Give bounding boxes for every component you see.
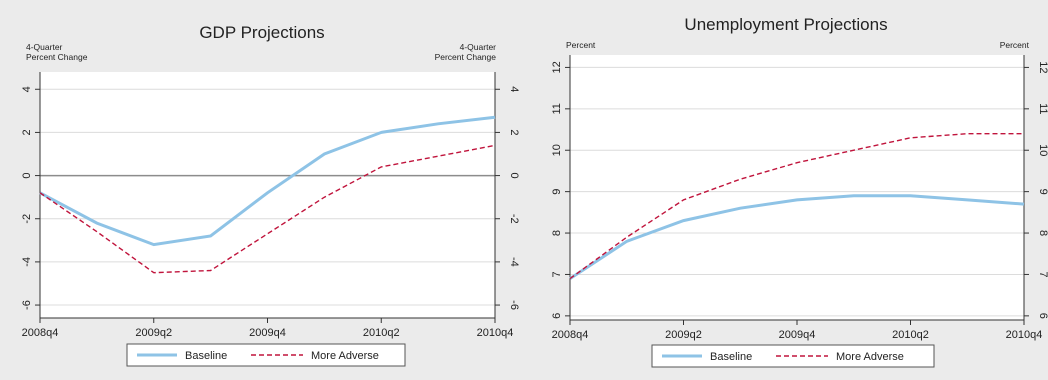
y-tick-label-left: 8 [551,230,563,236]
y-tick-label-left: 6 [551,313,563,319]
y-axis-label-right: Percent Change [435,52,497,62]
y-tick-label-left: 9 [551,189,563,195]
legend-box [126,343,406,367]
legend-label-baseline: Baseline [710,351,752,363]
y-tick-label-right: 6 [1037,313,1048,319]
y-axis-label-right: Percent [1000,40,1030,50]
y-axis-label-left: Percent [566,40,596,50]
y-tick-label-left: 11 [551,103,563,114]
gdp-chart-panel: GDP Projections 4-Quarter Percent Change 4-… [0,0,524,380]
x-tick-label: 2010q4 [477,327,514,339]
series-line-more-adverse [569,132,1024,280]
y-tick-label-right: 11 [1037,103,1048,114]
x-tick-label: 2010q4 [1006,329,1043,341]
y-tick-label-right: 4 [508,86,520,92]
y-tick-label-left: -2 [21,214,33,224]
x-tick-label: 2010q2 [363,327,400,339]
series-line-baseline [569,194,1025,280]
y-tick-label-right: 2 [508,129,520,135]
y-tick-label-left: 4 [21,86,33,92]
chart-title: GDP Projections [199,23,324,42]
y-tick-label-right: -6 [508,300,520,310]
y-tick-label-left: 7 [551,271,563,277]
y-axis-label-left: 4-Quarter [26,42,63,52]
y-tick-label-left: 2 [21,129,33,135]
chart-title: Unemployment Projections [684,15,887,34]
legend-label-more-adverse: More Adverse [836,351,904,363]
y-tick-label-left: -6 [21,300,33,310]
x-tick-label: 2010q2 [892,329,929,341]
y-tick-label-right: 9 [1037,189,1048,195]
series-line-more-adverse [39,144,496,274]
x-tick-label: 2008q4 [22,327,59,339]
y-axis-label-right: 4-Quarter [460,42,497,52]
unemployment-chart-panel: Unemployment Projections Percent Percent 6 6… [524,0,1048,380]
y-axis-label-left: Percent Change [26,52,88,62]
legend-label-baseline: Baseline [185,350,227,362]
y-tick-label-left: 0 [21,173,33,179]
y-tick-label-right: 8 [1037,230,1048,236]
y-tick-label-right: 0 [508,173,520,179]
x-tick-label: 2009q2 [135,327,172,339]
y-tick-label-right: 12 [1037,61,1048,73]
plot-area [570,55,1024,320]
unemployment-chart: Unemployment Projections Percent Percent 6 6… [524,0,1048,380]
y-tick-label-right: 10 [1037,144,1048,156]
y-tick-label-left: 10 [551,144,563,156]
y-tick-label-left: -4 [21,257,33,267]
y-tick-label-right: 7 [1037,271,1048,277]
x-tick-label: 2009q4 [249,327,286,339]
plot-area [40,72,495,318]
x-tick-label: 2009q2 [665,329,702,341]
series-line-baseline [39,115,496,247]
legend-label-more-adverse: More Adverse [311,350,379,362]
x-tick-label: 2009q4 [779,329,816,341]
x-tick-label: 2008q4 [552,329,589,341]
y-tick-label-right: -4 [508,257,520,267]
y-tick-label-right: -2 [508,214,520,224]
y-tick-label-left: 12 [551,61,563,73]
